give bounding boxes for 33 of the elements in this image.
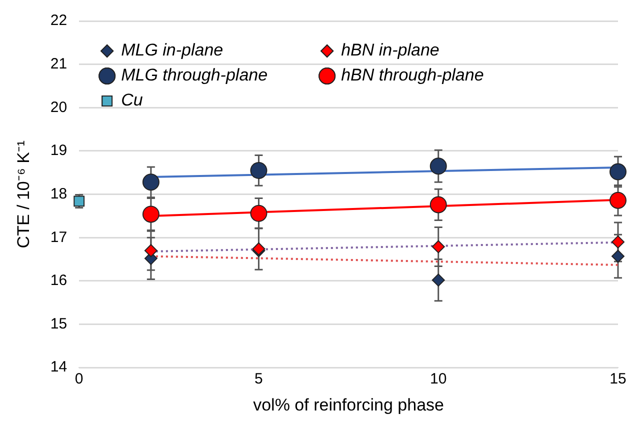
legend-label: MLG through-plane [121, 66, 268, 85]
x-tick-label: 5 [254, 370, 263, 388]
point [612, 250, 624, 263]
point [432, 274, 445, 287]
y-tick-label: 14 [50, 358, 68, 376]
y-tick-label: 22 [50, 12, 68, 30]
legend-label: Cu [121, 90, 144, 110]
legend-label: MLG in-plane [121, 40, 224, 60]
x-tick-label: 0 [74, 370, 84, 388]
point [430, 158, 447, 175]
point [144, 244, 158, 258]
legend-label: hBN in-plane [341, 40, 440, 60]
y-tick-label: 16 [50, 272, 68, 290]
point [142, 206, 160, 223]
y-tick-label: 17 [50, 228, 68, 246]
point [610, 192, 626, 209]
point [612, 235, 624, 248]
point [432, 240, 445, 254]
point [610, 163, 626, 180]
y-tick-label: 20 [50, 98, 68, 116]
point [250, 162, 268, 179]
point [250, 204, 268, 222]
point [430, 196, 447, 214]
point [142, 174, 160, 191]
x-axis-title: vol% of reinforcing phase [253, 395, 444, 414]
legend-label: hBN through-plane [341, 66, 484, 85]
y-tick-label: 18 [50, 185, 68, 202]
x-tick-label: 10 [430, 370, 447, 388]
y-tick-label: 21 [50, 55, 68, 72]
y-axis-title: CTE / 10⁻⁶ K⁻¹ [14, 140, 33, 248]
x-tick-label: 15 [610, 370, 626, 388]
y-tick-label: 19 [50, 142, 68, 160]
y-tick-label: 15 [50, 315, 68, 332]
